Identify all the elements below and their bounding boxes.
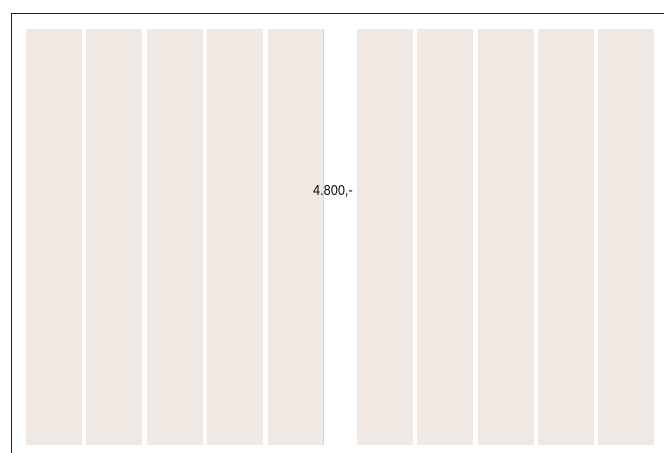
grid-column <box>207 29 263 445</box>
grid-column <box>417 29 473 445</box>
grid-column <box>86 29 142 445</box>
grid-column <box>478 29 534 445</box>
grid-column <box>598 29 654 445</box>
grid-column <box>147 29 203 445</box>
grid-column <box>26 29 82 445</box>
grid-column <box>268 29 324 445</box>
frame <box>11 13 664 453</box>
price: 4.800,- <box>313 182 353 199</box>
grid-column <box>357 29 413 445</box>
grid-column <box>538 29 594 445</box>
